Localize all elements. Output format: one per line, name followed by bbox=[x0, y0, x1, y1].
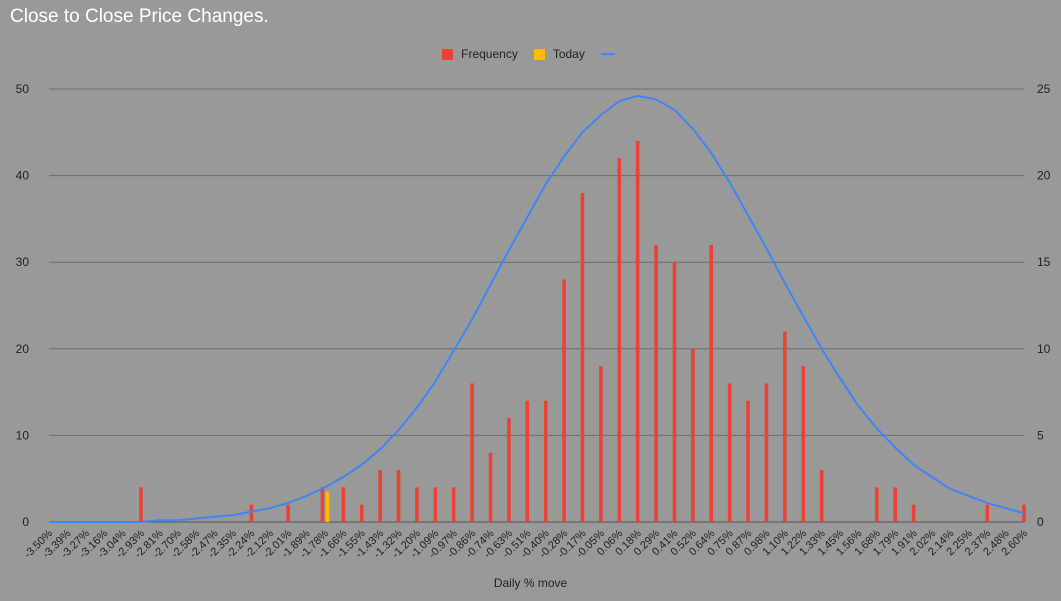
legend-item-frequency[interactable]: Frequency bbox=[442, 47, 518, 61]
y2-tick-label: 20 bbox=[1037, 169, 1051, 183]
frequency-bar bbox=[562, 279, 566, 522]
chart-title: Close to Close Price Changes. bbox=[10, 6, 269, 27]
frequency-bar bbox=[819, 470, 824, 522]
frequency-bar bbox=[488, 452, 493, 522]
today-bar bbox=[325, 491, 330, 522]
frequency-bar bbox=[580, 192, 585, 523]
legend-swatch-curve bbox=[600, 53, 615, 55]
frequency-bar bbox=[801, 366, 806, 522]
frequency-bar bbox=[341, 487, 346, 522]
frequency-bar bbox=[727, 383, 732, 522]
distribution-curve bbox=[49, 94, 1025, 523]
y-tick-label: 0 bbox=[22, 515, 29, 529]
legend-item-today[interactable]: Today bbox=[533, 47, 585, 61]
frequency-bar bbox=[451, 487, 456, 522]
frequency-bar bbox=[709, 244, 714, 522]
frequency-bar bbox=[746, 400, 750, 522]
frequency-bar bbox=[893, 487, 898, 522]
frequency-bar bbox=[599, 366, 603, 522]
frequency-bar bbox=[359, 504, 364, 522]
y2-tick-label: 25 bbox=[1037, 82, 1051, 96]
frequency-bar bbox=[415, 487, 419, 522]
frequency-bar bbox=[635, 140, 640, 522]
frequency-bar bbox=[507, 418, 511, 522]
y-tick-label: 40 bbox=[16, 169, 30, 183]
y2-tick-label: 0 bbox=[1037, 515, 1044, 529]
y2-tick-label: 15 bbox=[1037, 255, 1051, 269]
frequency-bar bbox=[691, 348, 695, 522]
y-tick-label: 50 bbox=[16, 82, 30, 96]
y-tick-label: 20 bbox=[16, 342, 30, 356]
frequency-bar bbox=[470, 383, 474, 522]
frequency-bar bbox=[249, 504, 254, 522]
y2-tick-label: 5 bbox=[1037, 428, 1044, 442]
frequency-bar bbox=[378, 470, 382, 522]
x-axis-title: Daily % move bbox=[493, 576, 568, 590]
frequency-bar bbox=[525, 400, 530, 522]
y-tick-label: 10 bbox=[16, 428, 30, 442]
frequency-bar bbox=[911, 504, 916, 522]
y-tick-label: 30 bbox=[16, 255, 30, 269]
legend-label-frequency: Frequency bbox=[461, 47, 518, 61]
legend: Frequency Today bbox=[0, 47, 1061, 61]
frequency-bar bbox=[396, 470, 401, 522]
frequency-bar bbox=[1022, 504, 1026, 522]
frequency-bar bbox=[320, 487, 325, 522]
frequency-bar bbox=[617, 158, 622, 522]
frequency-bar bbox=[654, 244, 658, 522]
frequency-bar bbox=[433, 487, 438, 522]
frequency-bar bbox=[543, 400, 548, 522]
frequency-bar bbox=[985, 504, 990, 522]
legend-label-today: Today bbox=[552, 47, 585, 61]
legend-swatch-frequency bbox=[442, 48, 454, 60]
frequency-bar bbox=[764, 383, 769, 522]
frequency-bar bbox=[139, 487, 143, 522]
frequency-bar bbox=[672, 262, 677, 522]
frequency-bar bbox=[783, 331, 787, 522]
frequency-bar bbox=[286, 504, 290, 522]
frequency-bar bbox=[875, 487, 879, 522]
legend-swatch-today bbox=[533, 48, 545, 60]
y2-tick-label: 10 bbox=[1037, 342, 1051, 356]
legend-item-curve[interactable] bbox=[600, 53, 619, 55]
